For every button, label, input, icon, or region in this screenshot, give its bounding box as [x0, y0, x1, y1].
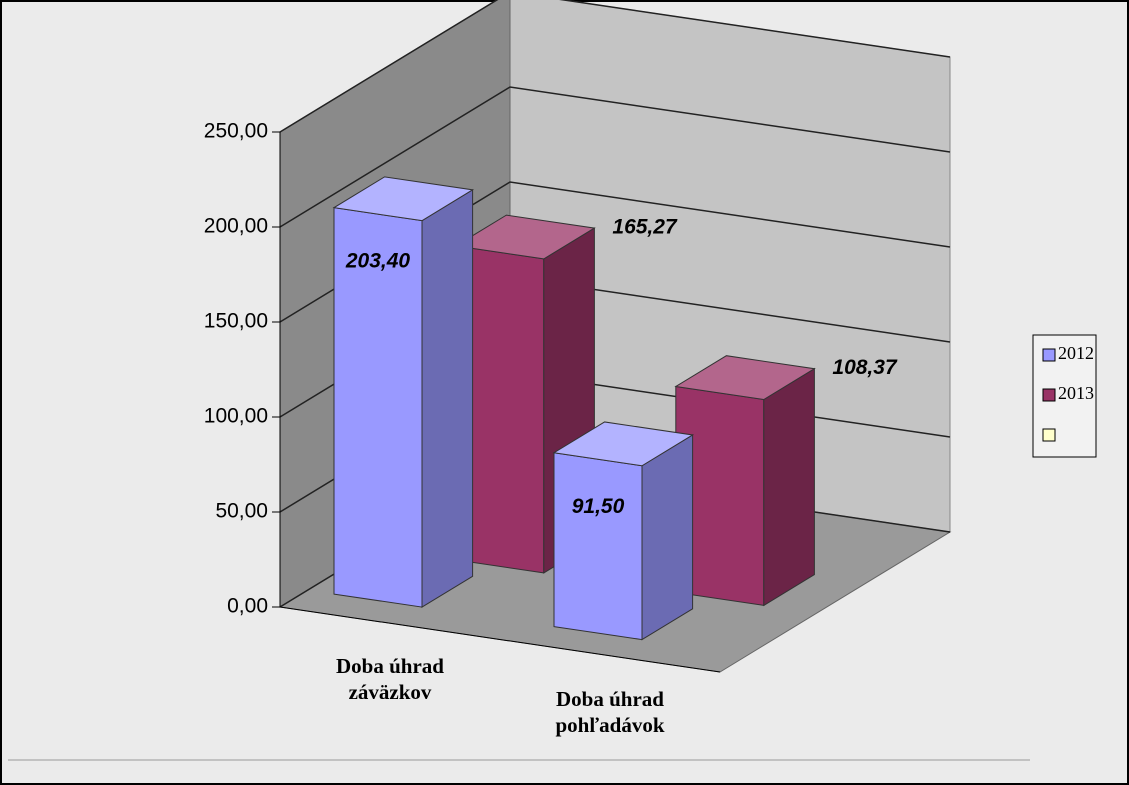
y-tick-label: 0,00 — [227, 595, 268, 618]
value-label: 203,40 — [345, 250, 411, 273]
bar-top — [552, 421, 695, 467]
legend-swatch — [1042, 348, 1056, 362]
y-tick-label: 200,00 — [204, 215, 268, 238]
value-label: 108,37 — [832, 356, 898, 379]
legend-label: 2012 — [1058, 343, 1094, 363]
bar — [674, 355, 816, 607]
bar-side — [641, 434, 694, 641]
x-tick-label: Doba úhrad pohľadávok — [555, 686, 665, 737]
value-label: 165,27 — [612, 216, 678, 239]
legend-swatch — [1042, 428, 1056, 442]
bar-top — [332, 176, 475, 222]
grid-line — [279, 0, 951, 133]
bar-side — [421, 188, 474, 608]
grid-line — [279, 86, 951, 228]
x-axis — [279, 606, 721, 673]
bar-side — [763, 367, 815, 607]
legend-label: 2013 — [1058, 383, 1094, 403]
x-tick-label: Doba úhrad záväzkov — [336, 654, 444, 705]
legend: 2012 2013 — [1032, 334, 1097, 458]
y-tick-label: 250,00 — [204, 120, 268, 143]
bar — [552, 421, 695, 641]
bar-top — [674, 355, 816, 401]
bar-top — [454, 214, 596, 260]
value-label: 91,50 — [572, 495, 625, 518]
y-tick-label: 100,00 — [204, 405, 268, 428]
bar-front — [553, 452, 643, 641]
y-tick-label: 50,00 — [215, 500, 268, 523]
bar — [332, 176, 475, 608]
legend-swatch — [1042, 388, 1056, 402]
y-tick-label: 150,00 — [204, 310, 268, 333]
